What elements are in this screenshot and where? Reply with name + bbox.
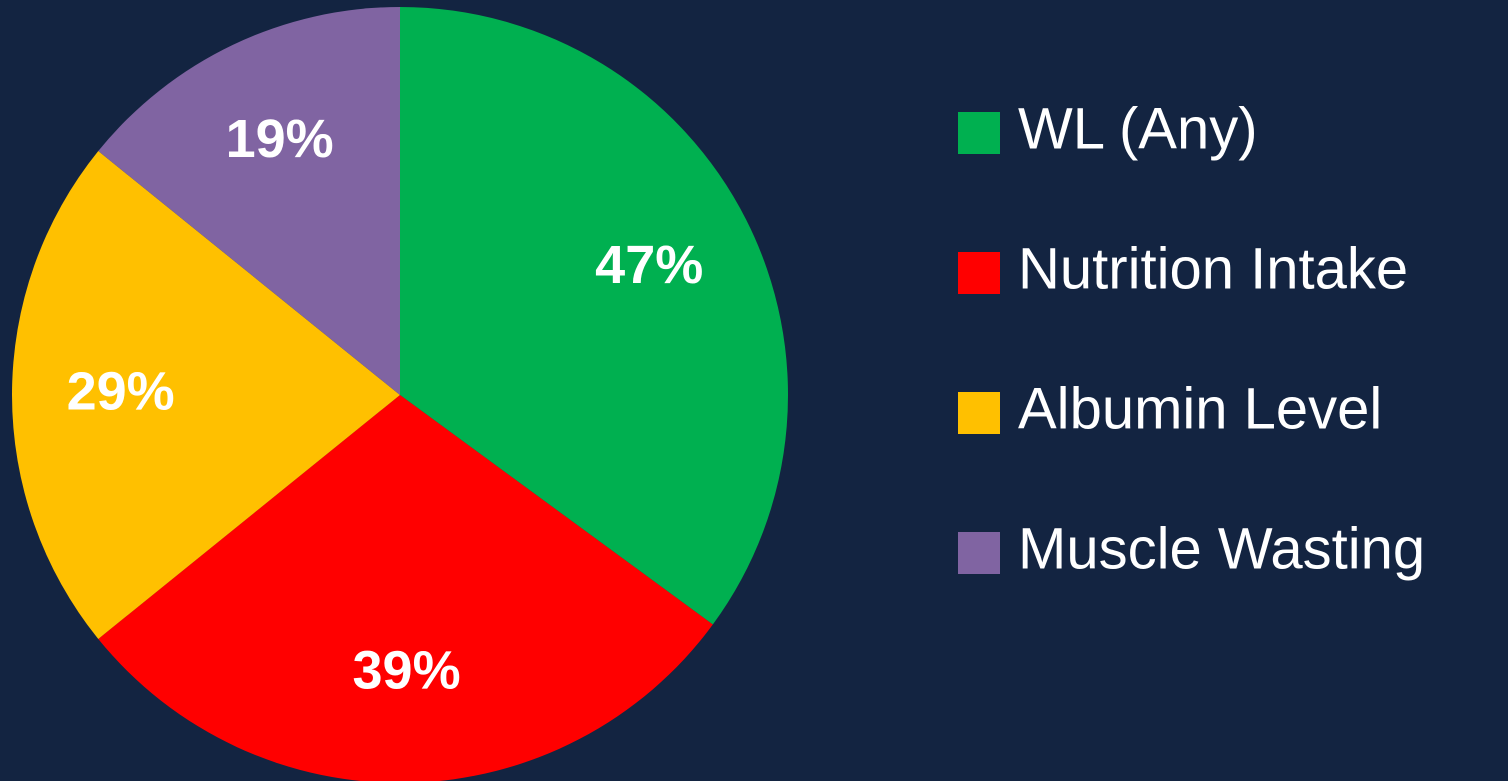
- pie-slice: [11, 151, 400, 639]
- legend-label: WL (Any): [1018, 96, 1258, 161]
- data-label: 29%: [67, 361, 175, 421]
- legend-swatch: [958, 252, 1000, 294]
- data-label: 47%: [595, 235, 703, 295]
- legend-swatch: [958, 532, 1000, 574]
- legend-label: Nutrition Intake: [1018, 236, 1408, 301]
- legend-swatch: [958, 392, 1000, 434]
- legend-swatch: [958, 112, 1000, 154]
- data-label: 39%: [353, 641, 461, 701]
- pie-slice: [400, 7, 788, 625]
- pie-slice: [98, 395, 713, 781]
- data-label: 19%: [226, 109, 334, 169]
- pie-slice: [98, 6, 400, 395]
- legend-label: Albumin Level: [1018, 376, 1382, 441]
- legend-label: Muscle Wasting: [1018, 516, 1425, 581]
